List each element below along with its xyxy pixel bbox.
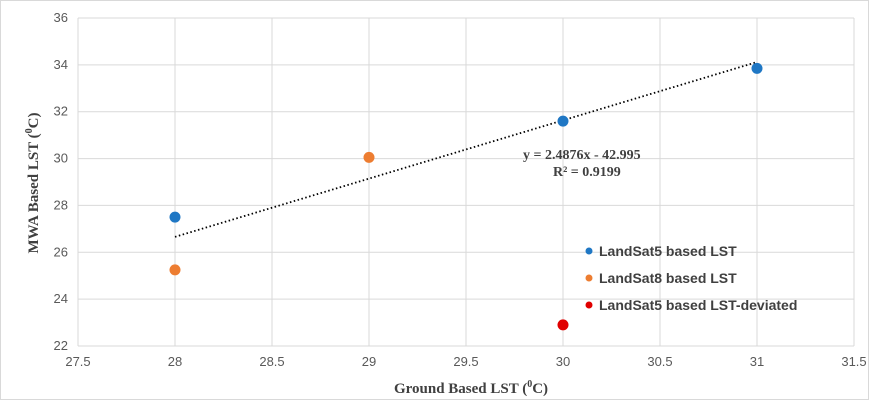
data-point bbox=[363, 151, 375, 163]
y-tick-label: 28 bbox=[54, 197, 68, 212]
grid-lines bbox=[77, 17, 855, 347]
x-tick-label: 29 bbox=[362, 354, 376, 369]
legend-label: LandSat8 based LST bbox=[599, 270, 737, 286]
y-tick-label: 32 bbox=[54, 104, 68, 119]
y-tick-label: 22 bbox=[54, 338, 68, 353]
data-point bbox=[169, 264, 181, 276]
trendline-group bbox=[174, 61, 758, 238]
x-tick-label: 31 bbox=[750, 354, 764, 369]
x-tick-label: 29.5 bbox=[453, 354, 478, 369]
trendline bbox=[174, 61, 758, 238]
y-tick-labels: 22 24 26 28 30 32 34 36 bbox=[54, 10, 68, 353]
x-tick-label: 30 bbox=[556, 354, 570, 369]
y-tick-label: 34 bbox=[54, 57, 68, 72]
trendline-equation: y = 2.4876x - 42.995 bbox=[523, 148, 641, 163]
x-tick-label: 28.5 bbox=[259, 354, 284, 369]
legend-marker bbox=[585, 247, 593, 255]
x-tick-label: 31.5 bbox=[841, 354, 866, 369]
legend-label: LandSat5 based LST-deviated bbox=[599, 297, 797, 313]
y-tick-label: 24 bbox=[54, 291, 68, 306]
x-tick-label: 30.5 bbox=[647, 354, 672, 369]
data-point bbox=[557, 319, 569, 331]
y-tick-label: 30 bbox=[54, 151, 68, 166]
legend: LandSat5 based LST LandSat8 based LST Land… bbox=[585, 243, 797, 313]
y-tick-label: 26 bbox=[54, 244, 68, 259]
x-tick-label: 27.5 bbox=[65, 354, 90, 369]
x-axis-title: Ground Based LST (0C) bbox=[394, 379, 548, 397]
data-point bbox=[169, 211, 181, 223]
y-tick-label: 36 bbox=[54, 10, 68, 25]
x-tick-label: 28 bbox=[168, 354, 182, 369]
x-tick-labels: 27.5 28 28.5 29 29.5 30 30.5 31 31.5 bbox=[65, 354, 866, 369]
legend-marker bbox=[585, 301, 593, 309]
trendline-r2: R² = 0.9199 bbox=[553, 165, 621, 180]
y-axis-title: MWA Based LST (0C) bbox=[24, 112, 42, 253]
data-point bbox=[751, 62, 763, 74]
legend-marker bbox=[585, 274, 593, 282]
legend-label: LandSat5 based LST bbox=[599, 243, 737, 259]
data-points bbox=[169, 62, 763, 331]
data-point bbox=[557, 115, 569, 127]
